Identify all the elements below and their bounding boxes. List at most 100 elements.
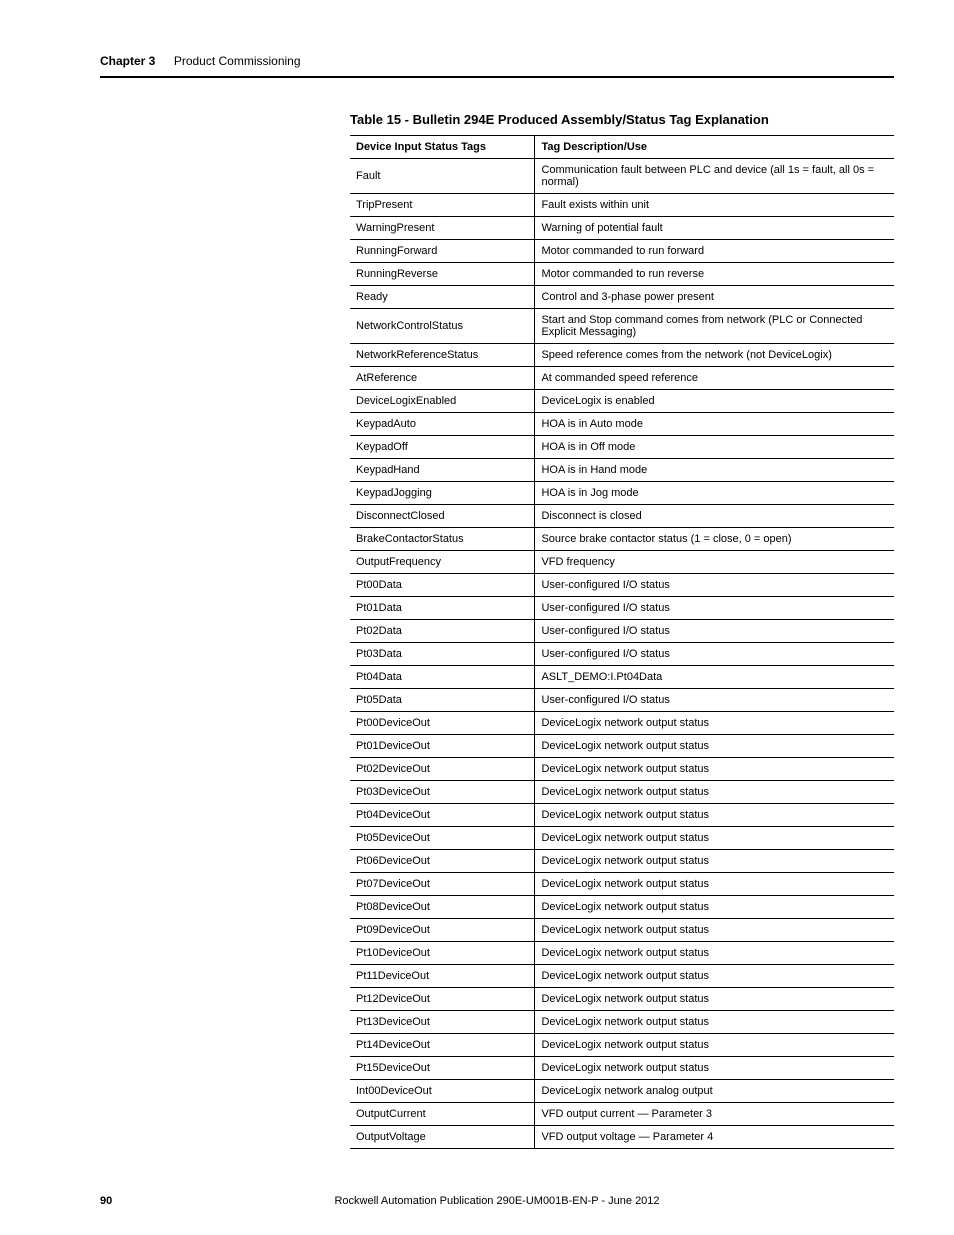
desc-cell: User-configured I/O status xyxy=(535,574,894,597)
table-row: OutputCurrentVFD output current — Parame… xyxy=(350,1103,894,1126)
table-row: KeypadOffHOA is in Off mode xyxy=(350,436,894,459)
desc-cell: ASLT_DEMO:I.Pt04Data xyxy=(535,666,894,689)
table-row: NetworkControlStatusStart and Stop comma… xyxy=(350,309,894,344)
desc-cell: Start and Stop command comes from networ… xyxy=(535,309,894,344)
chapter-title: Product Commissioning xyxy=(174,54,301,68)
table-row: Pt09DeviceOutDeviceLogix network output … xyxy=(350,919,894,942)
desc-cell: User-configured I/O status xyxy=(535,597,894,620)
tag-cell: Pt02DeviceOut xyxy=(350,758,535,781)
desc-cell: Source brake contactor status (1 = close… xyxy=(535,528,894,551)
table-row: Pt02DataUser-configured I/O status xyxy=(350,620,894,643)
desc-cell: Fault exists within unit xyxy=(535,194,894,217)
table-row: DeviceLogixEnabledDeviceLogix is enabled xyxy=(350,390,894,413)
tag-cell: Pt00Data xyxy=(350,574,535,597)
tag-cell: Int00DeviceOut xyxy=(350,1080,535,1103)
table-row: ReadyControl and 3-phase power present xyxy=(350,286,894,309)
status-tag-table: Device Input Status Tags Tag Description… xyxy=(350,135,894,1149)
tag-cell: Pt03Data xyxy=(350,643,535,666)
tag-cell: NetworkControlStatus xyxy=(350,309,535,344)
tag-cell: Pt06DeviceOut xyxy=(350,850,535,873)
table-row: Pt07DeviceOutDeviceLogix network output … xyxy=(350,873,894,896)
table-row: WarningPresentWarning of potential fault xyxy=(350,217,894,240)
table-row: OutputFrequencyVFD frequency xyxy=(350,551,894,574)
tag-cell: Pt08DeviceOut xyxy=(350,896,535,919)
table-row: RunningReverseMotor commanded to run rev… xyxy=(350,263,894,286)
desc-cell: DeviceLogix network output status xyxy=(535,758,894,781)
table-row: Pt12DeviceOutDeviceLogix network output … xyxy=(350,988,894,1011)
desc-cell: DeviceLogix network output status xyxy=(535,827,894,850)
desc-cell: HOA is in Off mode xyxy=(535,436,894,459)
desc-cell: User-configured I/O status xyxy=(535,620,894,643)
desc-cell: Control and 3-phase power present xyxy=(535,286,894,309)
desc-cell: DeviceLogix network output status xyxy=(535,1011,894,1034)
table-row: Pt04DataASLT_DEMO:I.Pt04Data xyxy=(350,666,894,689)
table-row: Pt03DataUser-configured I/O status xyxy=(350,643,894,666)
tag-cell: Pt00DeviceOut xyxy=(350,712,535,735)
desc-cell: DeviceLogix network output status xyxy=(535,942,894,965)
desc-cell: Motor commanded to run reverse xyxy=(535,263,894,286)
tag-cell: Pt01Data xyxy=(350,597,535,620)
table-row: Pt14DeviceOutDeviceLogix network output … xyxy=(350,1034,894,1057)
tag-cell: Pt12DeviceOut xyxy=(350,988,535,1011)
table-row: Pt01DataUser-configured I/O status xyxy=(350,597,894,620)
desc-cell: User-configured I/O status xyxy=(535,689,894,712)
table-row: Pt06DeviceOutDeviceLogix network output … xyxy=(350,850,894,873)
desc-cell: Disconnect is closed xyxy=(535,505,894,528)
tag-cell: DeviceLogixEnabled xyxy=(350,390,535,413)
page-header: Chapter 3 Product Commissioning xyxy=(100,52,894,78)
table-row: Pt15DeviceOutDeviceLogix network output … xyxy=(350,1057,894,1080)
table-row: NetworkReferenceStatusSpeed reference co… xyxy=(350,344,894,367)
desc-cell: Speed reference comes from the network (… xyxy=(535,344,894,367)
col-header-desc: Tag Description/Use xyxy=(535,136,894,159)
desc-cell: Warning of potential fault xyxy=(535,217,894,240)
chapter-label: Chapter 3 xyxy=(100,54,155,68)
desc-cell: HOA is in Auto mode xyxy=(535,413,894,436)
desc-cell: DeviceLogix network output status xyxy=(535,919,894,942)
desc-cell: User-configured I/O status xyxy=(535,643,894,666)
table-row: KeypadHandHOA is in Hand mode xyxy=(350,459,894,482)
tag-cell: Fault xyxy=(350,159,535,194)
tag-cell: KeypadJogging xyxy=(350,482,535,505)
desc-cell: Communication fault between PLC and devi… xyxy=(535,159,894,194)
tag-cell: Pt04Data xyxy=(350,666,535,689)
tag-cell: RunningReverse xyxy=(350,263,535,286)
tag-cell: Pt07DeviceOut xyxy=(350,873,535,896)
tag-cell: Pt04DeviceOut xyxy=(350,804,535,827)
tag-cell: OutputCurrent xyxy=(350,1103,535,1126)
tag-cell: DisconnectClosed xyxy=(350,505,535,528)
tag-cell: Pt05DeviceOut xyxy=(350,827,535,850)
tag-cell: Pt13DeviceOut xyxy=(350,1011,535,1034)
desc-cell: VFD frequency xyxy=(535,551,894,574)
page-footer: 90 Rockwell Automation Publication 290E-… xyxy=(100,1195,894,1207)
desc-cell: DeviceLogix network output status xyxy=(535,735,894,758)
desc-cell: VFD output voltage — Parameter 4 xyxy=(535,1126,894,1149)
table-row: Pt05DataUser-configured I/O status xyxy=(350,689,894,712)
tag-cell: Pt03DeviceOut xyxy=(350,781,535,804)
table-row: Pt03DeviceOutDeviceLogix network output … xyxy=(350,781,894,804)
desc-cell: DeviceLogix network output status xyxy=(535,896,894,919)
page-number: 90 xyxy=(100,1195,112,1207)
tag-cell: NetworkReferenceStatus xyxy=(350,344,535,367)
desc-cell: DeviceLogix network output status xyxy=(535,850,894,873)
tag-cell: KeypadAuto xyxy=(350,413,535,436)
tag-cell: Ready xyxy=(350,286,535,309)
tag-cell: Pt09DeviceOut xyxy=(350,919,535,942)
table-row: Pt05DeviceOutDeviceLogix network output … xyxy=(350,827,894,850)
table-row: TripPresentFault exists within unit xyxy=(350,194,894,217)
publication-info: Rockwell Automation Publication 290E-UM0… xyxy=(334,1195,659,1207)
tag-cell: Pt02Data xyxy=(350,620,535,643)
table-header-row: Device Input Status Tags Tag Description… xyxy=(350,136,894,159)
table-row: Pt13DeviceOutDeviceLogix network output … xyxy=(350,1011,894,1034)
table-row: Pt00DataUser-configured I/O status xyxy=(350,574,894,597)
col-header-tags: Device Input Status Tags xyxy=(350,136,535,159)
desc-cell: DeviceLogix network output status xyxy=(535,781,894,804)
table-row: Pt01DeviceOutDeviceLogix network output … xyxy=(350,735,894,758)
table-row: Pt11DeviceOutDeviceLogix network output … xyxy=(350,965,894,988)
table-row: Pt02DeviceOutDeviceLogix network output … xyxy=(350,758,894,781)
tag-cell: TripPresent xyxy=(350,194,535,217)
table-row: Pt04DeviceOutDeviceLogix network output … xyxy=(350,804,894,827)
tag-cell: AtReference xyxy=(350,367,535,390)
desc-cell: Motor commanded to run forward xyxy=(535,240,894,263)
desc-cell: VFD output current — Parameter 3 xyxy=(535,1103,894,1126)
table-title: Table 15 - Bulletin 294E Produced Assemb… xyxy=(350,112,894,127)
